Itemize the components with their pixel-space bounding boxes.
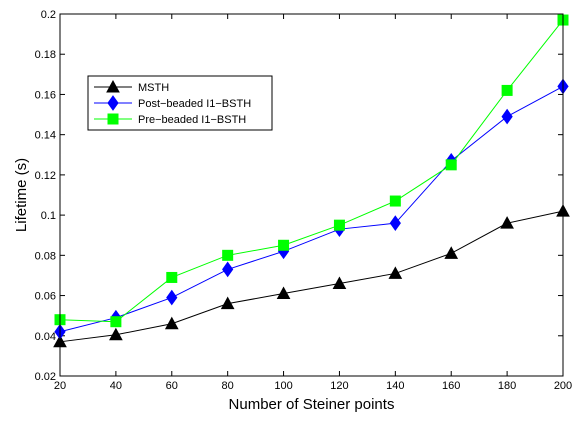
legend-label: Pre−beaded I1−BSTH bbox=[138, 114, 246, 126]
data-point bbox=[333, 219, 345, 231]
data-point bbox=[278, 239, 290, 251]
y-tick-label: 0.18 bbox=[35, 49, 56, 61]
y-tick-label: 0.16 bbox=[35, 89, 56, 101]
data-point bbox=[500, 216, 514, 229]
legend-marker bbox=[107, 113, 119, 125]
series-lines bbox=[59, 19, 564, 343]
series-line-2 bbox=[59, 85, 564, 333]
data-point bbox=[110, 316, 122, 328]
data-point bbox=[501, 108, 513, 125]
data-point bbox=[445, 159, 457, 171]
data-point bbox=[501, 84, 513, 96]
axis-ticks: 20 40 60 80 100 120 140 160 180 200 0.02 0.04 0.06 0.… bbox=[35, 9, 572, 392]
series-line-1 bbox=[59, 210, 564, 343]
y-tick-label: 0.02 bbox=[35, 371, 56, 383]
y-tick-label: 0.06 bbox=[35, 291, 56, 303]
data-point bbox=[389, 195, 401, 207]
data-point bbox=[109, 327, 123, 341]
y-tick-label: 0.04 bbox=[35, 331, 56, 343]
x-tick-label: 180 bbox=[498, 380, 516, 392]
data-point bbox=[444, 246, 459, 259]
x-tick-label: 120 bbox=[330, 380, 348, 392]
data-point bbox=[389, 215, 401, 232]
legend-label: Post−beaded I1−BSTH bbox=[138, 98, 251, 110]
x-tick-label: 20 bbox=[54, 380, 66, 392]
data-point bbox=[164, 316, 179, 330]
plot-area bbox=[60, 14, 563, 376]
x-tick-label: 40 bbox=[110, 380, 122, 392]
series-line-3 bbox=[59, 19, 564, 323]
legend: MSTH Post−beaded I1−BSTH Pre−beaded I1−BST… bbox=[87, 75, 273, 131]
legend-marker bbox=[106, 79, 120, 93]
data-point bbox=[166, 271, 178, 283]
y-tick-label: 0.08 bbox=[35, 250, 56, 262]
x-tick-label: 60 bbox=[166, 380, 178, 392]
data-point bbox=[166, 289, 178, 306]
legend-label: MSTH bbox=[138, 82, 169, 94]
legend-marker bbox=[107, 95, 119, 111]
data-point bbox=[220, 296, 235, 310]
y-tick-label: 0.12 bbox=[35, 170, 56, 182]
x-axis-title: Number of Steiner points bbox=[229, 396, 395, 413]
data-point bbox=[222, 261, 234, 278]
x-tick-label: 140 bbox=[386, 380, 404, 392]
x-tick-label: 160 bbox=[442, 380, 460, 392]
data-point bbox=[388, 266, 403, 279]
data-point bbox=[276, 286, 291, 300]
data-point bbox=[332, 276, 347, 289]
x-tick-label: 200 bbox=[554, 380, 572, 392]
y-tick-label: 0.14 bbox=[35, 130, 56, 142]
data-point bbox=[222, 249, 234, 261]
y-tick-label: 0.1 bbox=[41, 210, 56, 222]
y-tick-label: 0.2 bbox=[41, 9, 56, 21]
plot-frame bbox=[59, 13, 564, 377]
x-tick-label: 100 bbox=[274, 380, 292, 392]
y-axis-title: Lifetime (s) bbox=[13, 158, 30, 232]
x-tick-label: 80 bbox=[222, 380, 234, 392]
